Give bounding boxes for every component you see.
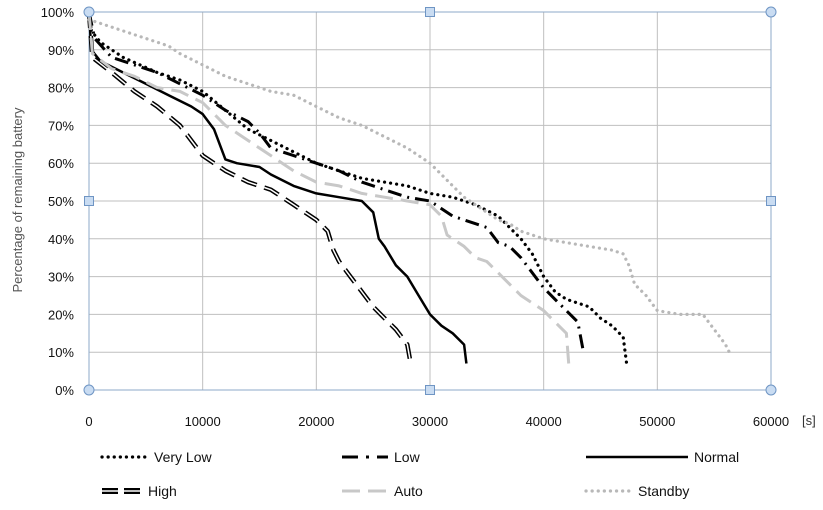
y-tick-label: 100% <box>41 5 75 20</box>
series-line-normal <box>87 11 468 364</box>
y-tick-label: 20% <box>48 307 74 322</box>
legend-label-standby: Standby <box>638 483 689 499</box>
x-tick-labels: 0 10000 20000 30000 40000 50000 60000 <box>85 414 789 429</box>
y-tick-label: 10% <box>48 345 74 360</box>
resize-handle-edge[interactable] <box>766 196 776 206</box>
y-tick-label: 0% <box>55 383 74 398</box>
y-axis-label: Percentage of remaining battery <box>10 107 25 292</box>
chart-grid <box>88 11 772 391</box>
resize-handle-edge[interactable] <box>425 385 435 395</box>
y-tick-label: 50% <box>48 194 74 209</box>
series-line-high-inner <box>88 11 412 364</box>
selection-handles <box>83 6 777 396</box>
x-tick-label: 30000 <box>412 414 448 429</box>
series-line-very-low <box>87 10 629 366</box>
series-line-low <box>87 11 585 353</box>
y-tick-label: 40% <box>48 232 74 247</box>
series-line-auto <box>87 11 571 364</box>
legend-label-very-low: Very Low <box>154 449 212 465</box>
legend-label-low: Low <box>394 449 421 465</box>
resize-handle-corner[interactable] <box>765 384 777 396</box>
x-tick-label: 0 <box>85 414 92 429</box>
resize-handle-corner[interactable] <box>83 384 95 396</box>
legend: Very Low Low Normal High Auto Standby <box>100 449 739 499</box>
x-tick-label: 50000 <box>639 414 675 429</box>
series-line-standby <box>87 18 733 358</box>
x-tick-label: 60000 <box>753 414 789 429</box>
x-tick-label: 10000 <box>185 414 221 429</box>
y-tick-label: 60% <box>48 156 74 171</box>
legend-label-auto: Auto <box>394 483 423 499</box>
y-tick-labels: 0% 10% 20% 30% 40% 50% 60% 70% 80% 90% 100% <box>41 5 75 398</box>
x-tick-label: 40000 <box>526 414 562 429</box>
legend-label-high: High <box>148 483 177 499</box>
resize-handle-corner[interactable] <box>765 6 777 18</box>
chart-series <box>86 10 733 366</box>
x-axis-unit: [s] <box>802 413 816 428</box>
y-tick-label: 90% <box>48 43 74 58</box>
series-line-high <box>86 11 413 364</box>
y-tick-label: 80% <box>48 81 74 96</box>
x-tick-label: 20000 <box>298 414 334 429</box>
y-tick-label: 70% <box>48 118 74 133</box>
legend-label-normal: Normal <box>694 449 739 465</box>
y-tick-label: 30% <box>48 270 74 285</box>
resize-handle-edge[interactable] <box>84 196 94 206</box>
resize-handle-corner[interactable] <box>83 6 95 18</box>
resize-handle-edge[interactable] <box>425 7 435 17</box>
